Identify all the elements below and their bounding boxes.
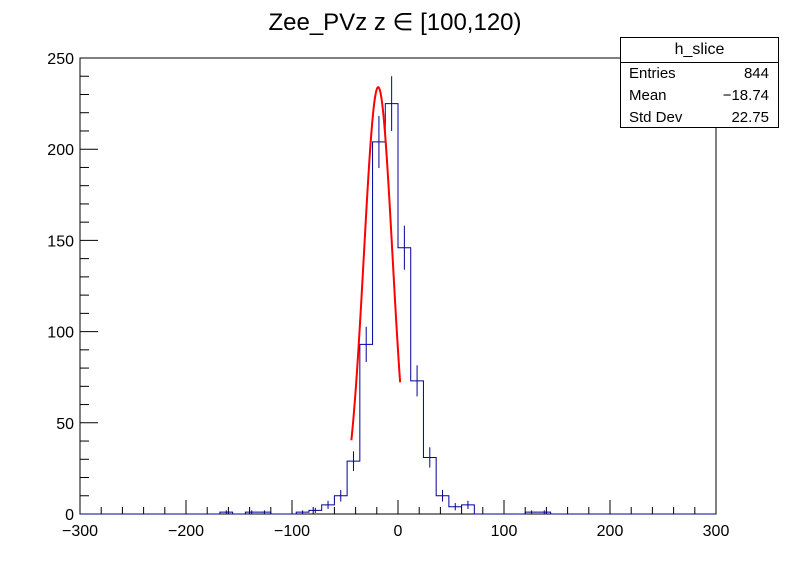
- gaussian-fit-curve: [350, 86, 402, 441]
- x-tick-label: −200: [168, 523, 204, 540]
- stats-value: 844: [743, 65, 769, 82]
- x-tick-label: 0: [394, 523, 403, 540]
- y-axis-tick-labels: 0 50 100 150 200 250: [47, 51, 74, 524]
- stats-row-stddev: Std Dev 22.75: [621, 107, 778, 129]
- stats-title: h_slice: [621, 38, 778, 63]
- stats-row-entries: Entries 844: [621, 63, 778, 85]
- x-tick-label: 300: [703, 523, 730, 540]
- y-tick-label: 250: [47, 51, 74, 68]
- x-tick-label: −300: [62, 523, 98, 540]
- stats-label: Std Dev: [629, 109, 683, 126]
- error-bars: [225, 76, 545, 514]
- x-tick-label: 100: [491, 523, 518, 540]
- axis-ticks: [79, 57, 717, 515]
- x-axis-tick-labels: −300 −200 −100 0 100 200 300: [62, 523, 729, 540]
- stats-label: Mean: [629, 87, 667, 104]
- x-tick-label: 200: [597, 523, 624, 540]
- x-tick-label: −100: [274, 523, 310, 540]
- stats-value: −18.74: [722, 87, 769, 104]
- histogram-outline: [80, 103, 716, 515]
- y-tick-label: 50: [56, 416, 74, 433]
- y-tick-label: 150: [47, 233, 74, 250]
- y-tick-label: 0: [65, 507, 74, 524]
- y-tick-label: 200: [47, 142, 74, 159]
- y-tick-label: 100: [47, 325, 74, 342]
- stats-box: h_slice Entries 844 Mean −18.74 Std Dev …: [620, 37, 779, 128]
- stats-row-mean: Mean −18.74: [621, 85, 778, 107]
- chart-title: Zee_PVz z ∈ [100,120): [268, 9, 521, 36]
- stats-label: Entries: [629, 65, 676, 82]
- stats-value: 22.75: [731, 109, 769, 126]
